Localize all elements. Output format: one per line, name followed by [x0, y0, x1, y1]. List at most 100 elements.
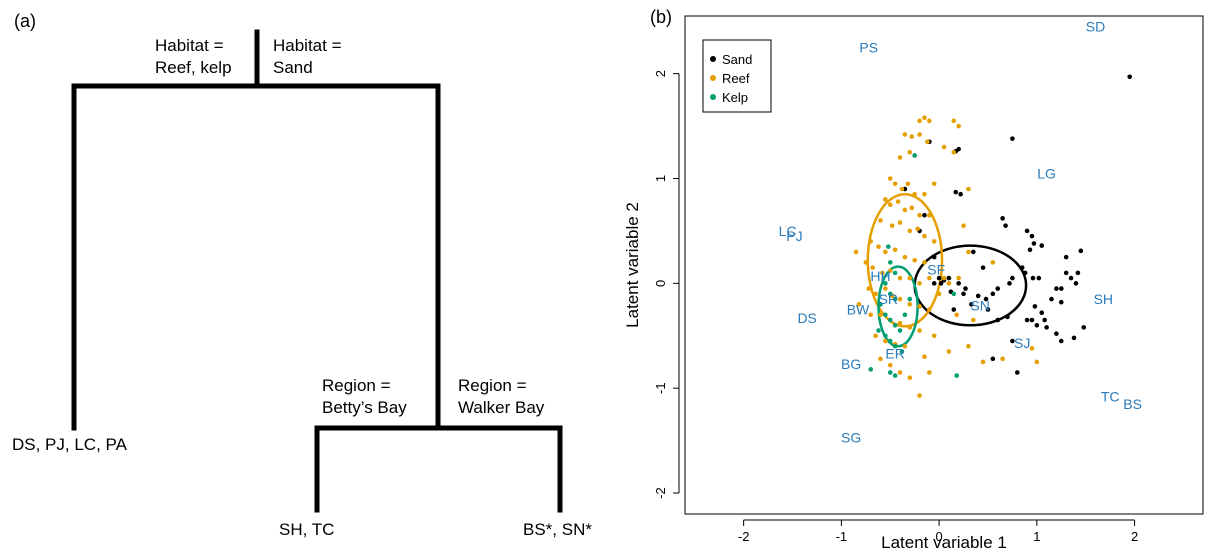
- point-kelp: [892, 296, 898, 302]
- point-reef: [946, 281, 952, 286]
- legend-label-reef: Reef: [722, 71, 750, 86]
- point-sand: [995, 286, 1001, 291]
- point-sand: [1054, 331, 1059, 336]
- site-label-ds: DS: [797, 310, 816, 326]
- point-reef: [931, 181, 937, 187]
- point-reef: [956, 123, 961, 129]
- split-habitat-left-line1: Habitat =: [155, 36, 224, 55]
- point-reef: [873, 291, 878, 297]
- point-reef: [899, 186, 905, 192]
- point-reef: [966, 249, 971, 255]
- site-label-bg: BG: [841, 356, 861, 372]
- point-kelp: [951, 291, 957, 297]
- point-reef: [912, 257, 917, 263]
- point-layer: [853, 74, 1132, 398]
- split-region-right-line2: Walker Bay: [458, 398, 545, 417]
- point-reef: [927, 275, 932, 281]
- point-sand: [1031, 241, 1037, 246]
- site-label-bs: BS: [1123, 396, 1142, 412]
- point-sand: [995, 317, 1001, 323]
- point-reef: [897, 320, 903, 326]
- point-reef: [907, 149, 913, 155]
- point-sand: [1036, 275, 1042, 281]
- point-reef: [887, 268, 893, 274]
- site-label-lc: LC: [779, 223, 797, 239]
- point-reef: [922, 115, 927, 120]
- point-sand: [1024, 317, 1030, 323]
- split-region-left-line1: Region =: [322, 376, 391, 395]
- point-reef: [873, 333, 878, 339]
- point-reef: [917, 328, 922, 333]
- point-reef: [915, 226, 920, 232]
- site-label-lg: LG: [1037, 165, 1056, 181]
- point-sand: [963, 286, 968, 291]
- point-reef: [856, 302, 862, 307]
- point-reef: [902, 254, 908, 260]
- leaf-far-left: DS, PJ, LC, PA: [12, 435, 128, 454]
- split-region-left-line2: Betty’s Bay: [322, 398, 407, 417]
- point-reef: [951, 118, 957, 124]
- point-kelp: [887, 260, 893, 265]
- y-axis-title: Latent variable 2: [623, 202, 642, 328]
- point-sand: [1024, 228, 1030, 234]
- point-reef: [941, 144, 947, 150]
- point-reef: [883, 249, 888, 255]
- point-sand: [1127, 74, 1132, 80]
- site-label-tc: TC: [1101, 389, 1120, 405]
- point-sand: [936, 275, 942, 281]
- point-reef: [907, 375, 913, 381]
- legend-label-sand: Sand: [722, 52, 752, 67]
- point-kelp: [897, 328, 903, 333]
- point-reef: [917, 132, 922, 137]
- point-reef: [917, 281, 922, 286]
- point-sand: [938, 281, 944, 286]
- point-sand: [956, 281, 961, 286]
- point-reef: [878, 218, 883, 223]
- x-tick-label: 1: [1033, 529, 1040, 544]
- point-reef: [887, 176, 893, 181]
- legend-swatch-kelp: [710, 94, 716, 100]
- point-sand: [1058, 338, 1064, 344]
- point-reef: [889, 223, 895, 228]
- point-reef: [892, 247, 898, 253]
- split-region-right-line1: Region =: [458, 376, 527, 395]
- point-sand: [958, 191, 963, 197]
- point-sand: [1068, 275, 1074, 281]
- point-sand: [1049, 296, 1054, 302]
- point-kelp: [907, 296, 913, 302]
- point-sand: [922, 212, 927, 218]
- point-sand: [1000, 216, 1005, 221]
- point-reef: [892, 181, 898, 187]
- site-label-sg: SG: [841, 429, 861, 445]
- point-reef: [1029, 346, 1035, 351]
- split-habitat-right-line1: Habitat =: [273, 36, 342, 55]
- point-reef: [902, 207, 908, 213]
- point-reef: [853, 249, 859, 255]
- point-kelp: [868, 367, 873, 372]
- y-tick-label: 2: [653, 70, 668, 77]
- point-kelp: [892, 270, 898, 276]
- point-sand: [990, 291, 996, 297]
- point-sand: [1010, 275, 1015, 281]
- point-kelp: [892, 373, 898, 378]
- point-sand: [931, 254, 937, 260]
- point-reef: [917, 118, 922, 124]
- x-tick-label: -2: [738, 529, 750, 544]
- point-sand: [1075, 270, 1081, 276]
- point-sand: [1032, 304, 1038, 309]
- point-reef: [878, 356, 883, 362]
- point-reef: [897, 220, 903, 225]
- point-reef: [966, 343, 971, 349]
- site-label-sr: SR: [879, 291, 898, 307]
- site-label-bw: BW: [847, 302, 870, 318]
- leaf-bettys-bay: SH, TC: [279, 520, 334, 539]
- point-sand: [1030, 275, 1036, 281]
- y-tick-label: -1: [653, 382, 668, 394]
- point-reef: [927, 212, 932, 218]
- point-kelp: [902, 312, 908, 318]
- point-reef: [863, 260, 869, 265]
- point-reef: [990, 260, 996, 265]
- point-sand: [1042, 317, 1047, 323]
- point-reef: [956, 275, 961, 281]
